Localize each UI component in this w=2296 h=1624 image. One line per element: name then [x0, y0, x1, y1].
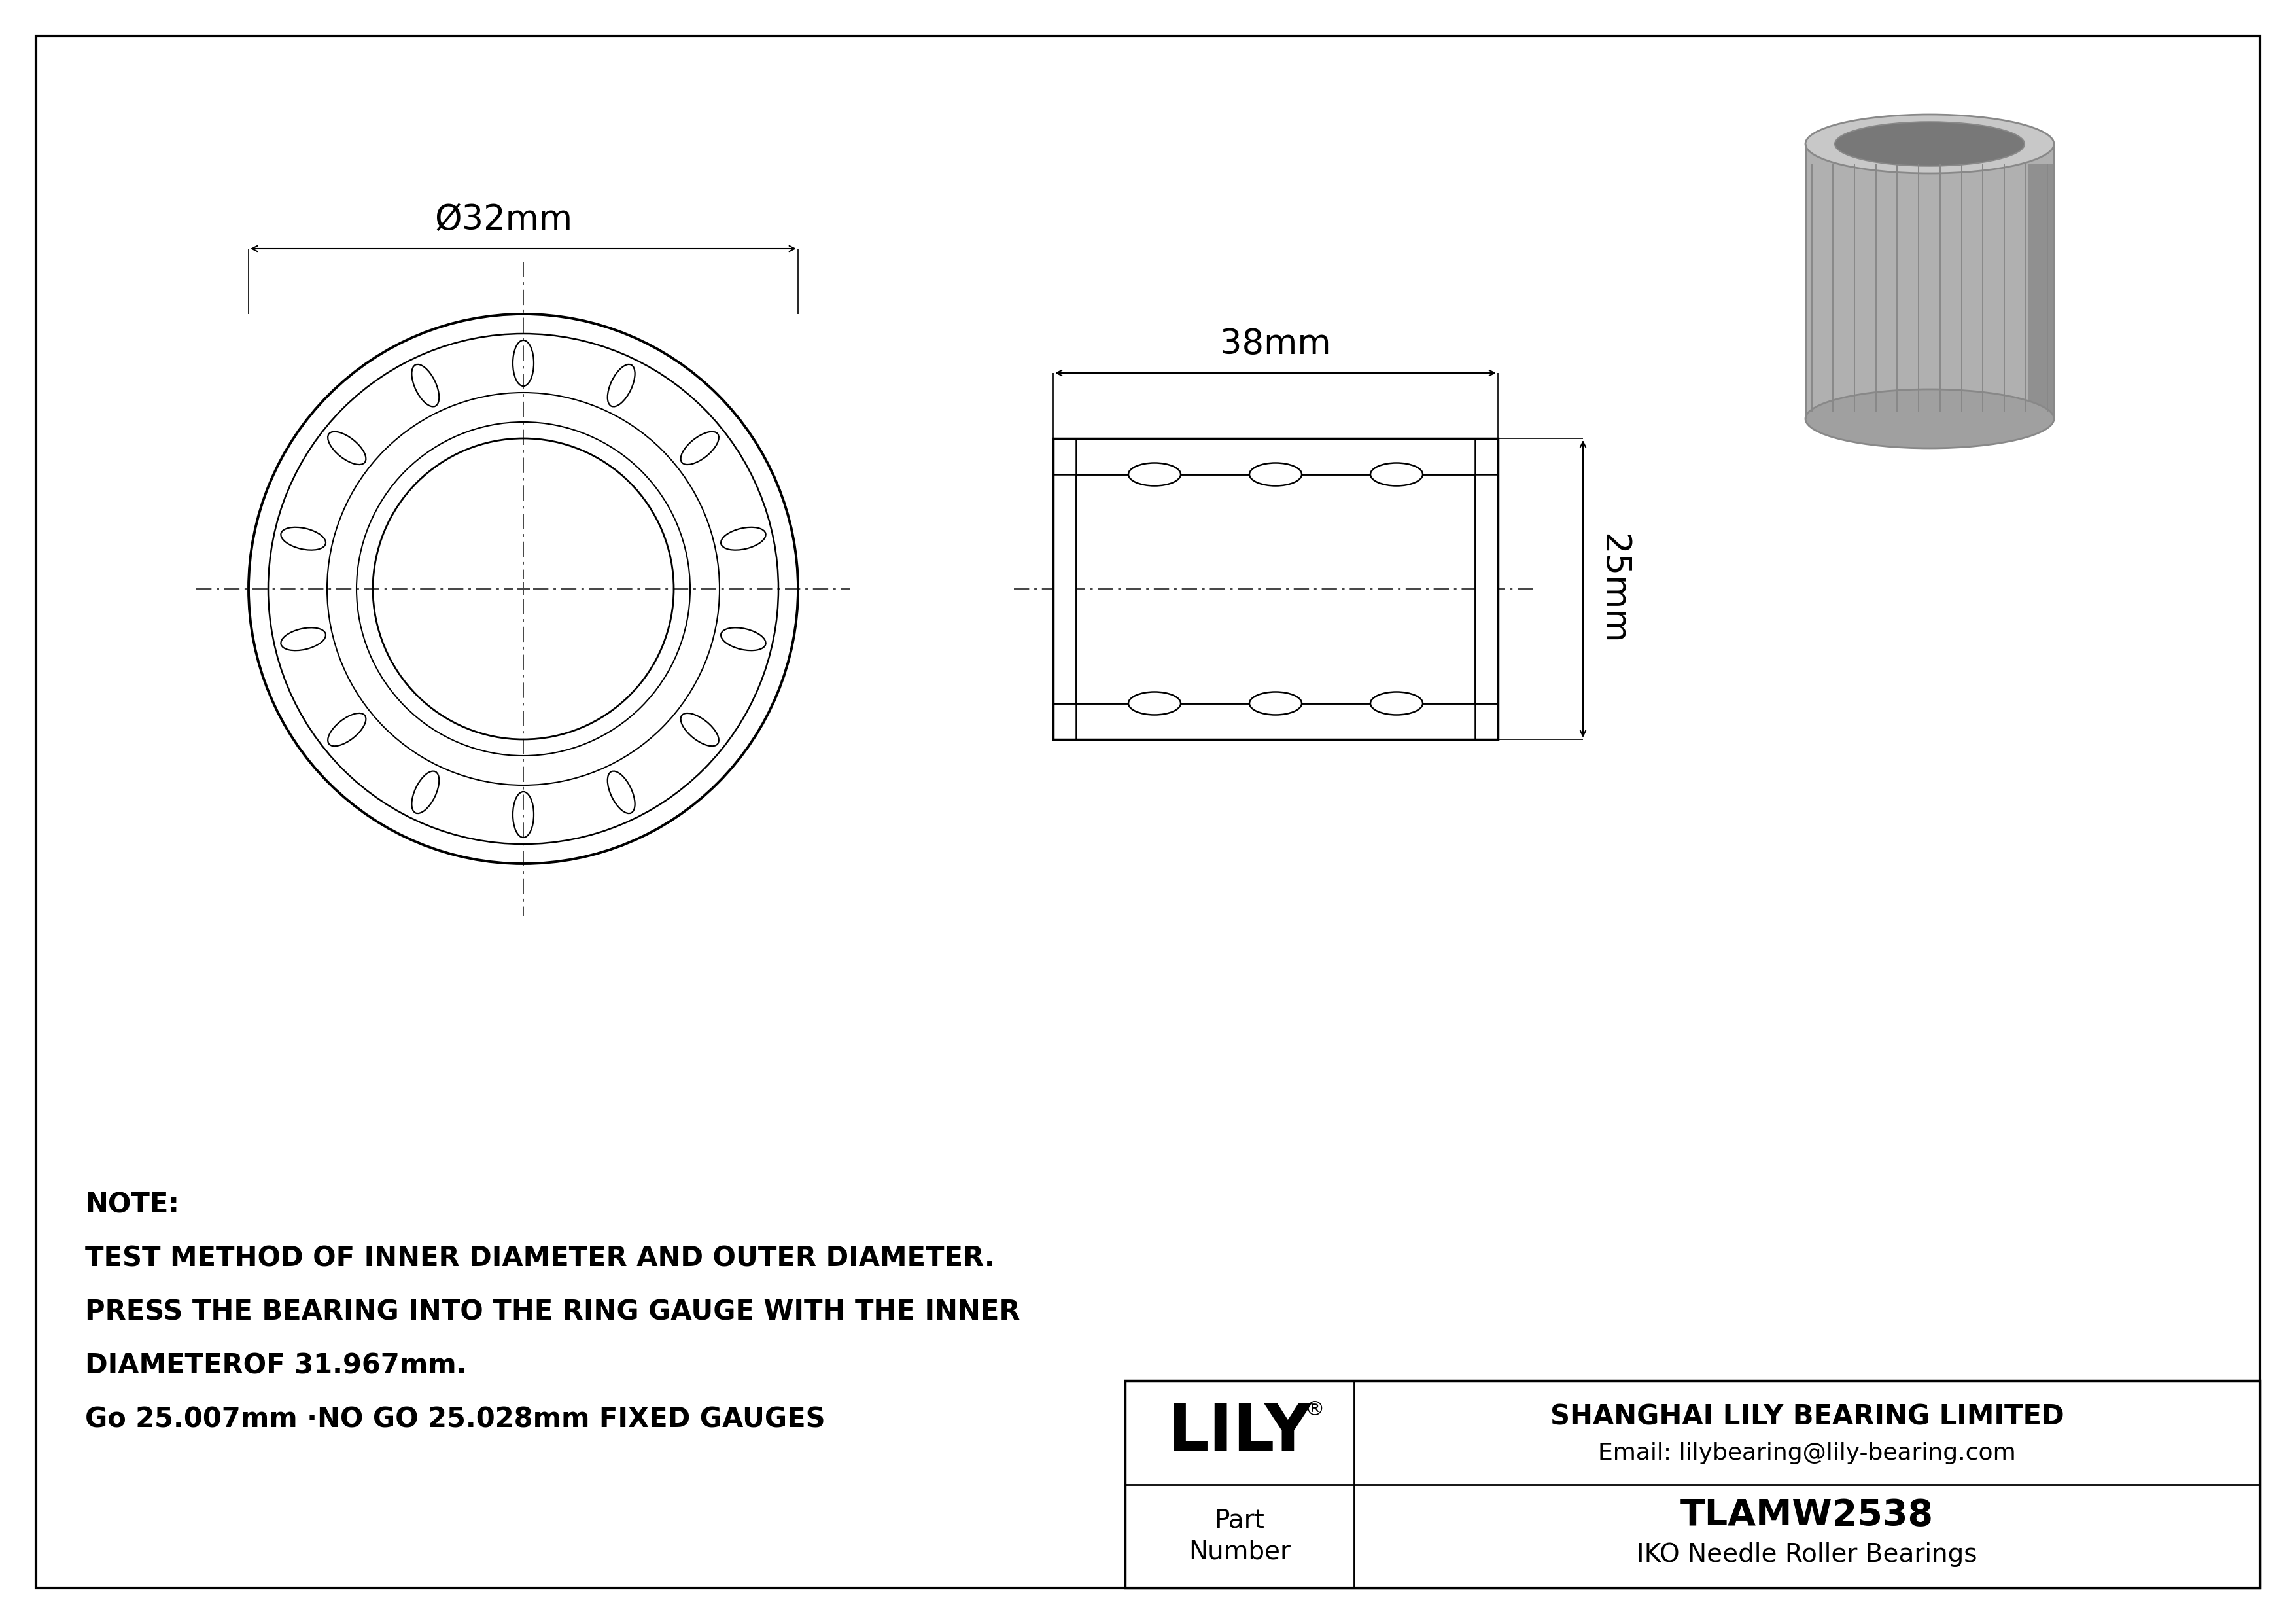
- Text: TLAMW2538: TLAMW2538: [1681, 1497, 1933, 1533]
- Text: IKO Needle Roller Bearings: IKO Needle Roller Bearings: [1637, 1543, 1977, 1567]
- Ellipse shape: [1835, 122, 2025, 166]
- Ellipse shape: [1805, 115, 2055, 174]
- Bar: [1125, 1380, 2259, 1588]
- Text: SHANGHAI LILY BEARING LIMITED: SHANGHAI LILY BEARING LIMITED: [1550, 1403, 2064, 1431]
- Ellipse shape: [1127, 692, 1180, 715]
- Ellipse shape: [1249, 692, 1302, 715]
- Ellipse shape: [1249, 463, 1302, 486]
- Text: Email: lilybearing@lily-bearing.com: Email: lilybearing@lily-bearing.com: [1598, 1442, 2016, 1465]
- Bar: [1054, 474, 1077, 703]
- Text: NOTE:: NOTE:: [85, 1190, 179, 1218]
- Text: Part: Part: [1215, 1509, 1265, 1533]
- Text: 38mm: 38mm: [1219, 326, 1332, 361]
- Text: TEST METHOD OF INNER DIAMETER AND OUTER DIAMETER.: TEST METHOD OF INNER DIAMETER AND OUTER …: [85, 1244, 994, 1272]
- Text: 25mm: 25mm: [1596, 533, 1630, 645]
- Ellipse shape: [1805, 390, 2055, 448]
- Text: Go 25.007mm ·NO GO 25.028mm FIXED GAUGES: Go 25.007mm ·NO GO 25.028mm FIXED GAUGES: [85, 1405, 824, 1432]
- Text: Ø32mm: Ø32mm: [434, 203, 572, 237]
- Text: LILY: LILY: [1166, 1402, 1311, 1465]
- FancyBboxPatch shape: [1805, 145, 2055, 419]
- Bar: [1054, 438, 1497, 474]
- Ellipse shape: [1371, 463, 1424, 486]
- Text: ®: ®: [1304, 1400, 1325, 1419]
- Text: PRESS THE BEARING INTO THE RING GAUGE WITH THE INNER: PRESS THE BEARING INTO THE RING GAUGE WI…: [85, 1298, 1019, 1325]
- Bar: [1054, 703, 1497, 739]
- Bar: [1474, 474, 1497, 703]
- Ellipse shape: [1371, 692, 1424, 715]
- Text: Number: Number: [1189, 1540, 1290, 1564]
- Ellipse shape: [1127, 463, 1180, 486]
- Bar: [1054, 438, 1497, 739]
- Text: DIAMETEROF 31.967mm.: DIAMETEROF 31.967mm.: [85, 1351, 466, 1379]
- FancyBboxPatch shape: [2027, 164, 2055, 419]
